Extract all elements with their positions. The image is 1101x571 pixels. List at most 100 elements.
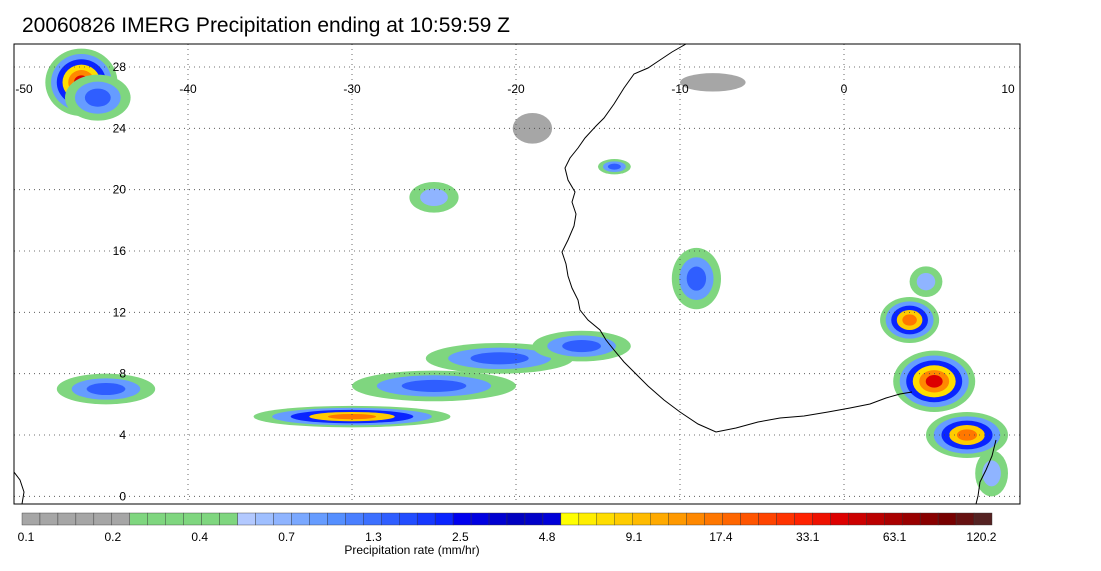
colorbar-swatch [524, 512, 544, 526]
lon-tick-label: -50 [15, 82, 33, 96]
colorbar-swatch [309, 512, 328, 526]
colorbar [21, 512, 993, 526]
colorbar-swatch [147, 512, 166, 526]
colorbar-swatch [21, 512, 41, 526]
precip-cell [607, 163, 621, 170]
colorbar-swatch [722, 512, 741, 526]
precip-cell [925, 375, 943, 388]
precip-cell [956, 429, 978, 441]
map-frame [13, 43, 1021, 505]
colorbar-swatch [955, 512, 975, 526]
colorbar-swatch [291, 512, 310, 526]
colorbar-swatch [93, 512, 113, 526]
lon-tick-labels: -50 -40 -30 -20 -10 0 10 [15, 82, 1015, 96]
grid-lines [14, 44, 1020, 504]
precip-cell [84, 88, 111, 107]
precip-cell [916, 273, 936, 291]
colorbar-tick-label: 0.2 [105, 530, 122, 544]
east-coast-segment [975, 439, 997, 504]
colorbar-swatch [758, 512, 777, 526]
colorbar-title: Precipitation rate (mm/hr) [344, 543, 479, 557]
precip-cell [512, 112, 553, 144]
colorbar-swatch [381, 512, 400, 526]
colorbar-swatch [129, 512, 148, 526]
colorbar-tick-label: 120.2 [966, 530, 996, 544]
lat-tick-label: 16 [113, 244, 127, 258]
colorbar-swatch [470, 512, 490, 526]
precip-cell [470, 352, 529, 365]
precip-cell [420, 188, 448, 206]
colorbar-tick-label: 17.4 [709, 530, 733, 544]
precip-cell [680, 73, 746, 92]
colorbar-swatch [111, 512, 130, 526]
colorbar-swatch [650, 512, 669, 526]
colorbar-swatch [416, 512, 436, 526]
colorbar-swatch [57, 512, 77, 526]
colorbar-swatch [399, 512, 418, 526]
colorbar-tick-label: 0.1 [18, 530, 35, 544]
colorbar-swatch [973, 512, 993, 526]
colorbar-swatch [794, 512, 813, 526]
lon-tick-label: -10 [671, 82, 689, 96]
lon-tick-label: 0 [841, 82, 848, 96]
colorbar-swatch [632, 512, 651, 526]
colorbar-swatch [219, 512, 238, 526]
colorbar-tick-label: 33.1 [796, 530, 820, 544]
colorbar-swatch [812, 512, 831, 526]
colorbar-swatch [866, 512, 885, 526]
precip-cell [902, 314, 917, 326]
colorbar-swatch [704, 512, 723, 526]
colorbar-swatch [506, 512, 526, 526]
colorbar-tick-label: 9.1 [626, 530, 643, 544]
colorbar-swatch [488, 512, 508, 526]
colorbar-swatch [39, 512, 59, 526]
precip-cell [982, 460, 1001, 487]
colorbar-tick-label: 63.1 [883, 530, 907, 544]
lat-tick-label: 0 [119, 489, 126, 503]
precip-cell [686, 266, 707, 291]
lon-tick-label: 10 [1001, 82, 1015, 96]
southwest-coast-segment [14, 471, 25, 504]
lat-tick-labels: 0 4 8 12 16 20 24 28 [113, 60, 127, 503]
map-title: 20060826 IMERG Precipitation ending at 1… [22, 14, 510, 37]
colorbar-swatch [237, 512, 256, 526]
colorbar-tick-label: 0.7 [278, 530, 295, 544]
lon-tick-label: -40 [179, 82, 197, 96]
colorbar-swatch [201, 512, 220, 526]
colorbar-tick-label: 2.5 [452, 530, 469, 544]
lon-tick-label: -20 [507, 82, 525, 96]
colorbar-swatch [560, 512, 580, 526]
colorbar-swatch [327, 512, 346, 526]
precip-layer [45, 48, 1008, 497]
lat-tick-label: 4 [119, 428, 126, 442]
colorbar-swatch [884, 512, 903, 526]
colorbar-swatch [937, 512, 957, 526]
colorbar-swatch [776, 512, 795, 526]
colorbar-swatch [578, 512, 598, 526]
colorbar-swatch [542, 512, 562, 526]
colorbar-swatch [75, 512, 95, 526]
precip-cell [562, 340, 601, 353]
colorbar-swatch [273, 512, 292, 526]
lon-tick-label: -30 [343, 82, 361, 96]
colorbar-swatch [165, 512, 184, 526]
colorbar-swatch [452, 512, 472, 526]
colorbar-swatch [434, 512, 454, 526]
colorbar-swatch [363, 512, 382, 526]
colorbar-swatch [919, 512, 939, 526]
lat-tick-label: 8 [119, 367, 126, 381]
colorbar-swatch [255, 512, 274, 526]
colorbar-swatch [668, 512, 687, 526]
precip-cell [327, 413, 377, 420]
colorbar-swatch [848, 512, 867, 526]
precip-cell [86, 382, 126, 396]
colorbar-swatch [183, 512, 202, 526]
coastline [14, 44, 997, 504]
lat-tick-label: 28 [113, 60, 127, 74]
colorbar-swatch [596, 512, 615, 526]
lat-tick-label: 12 [113, 305, 127, 319]
colorbar-swatch [740, 512, 759, 526]
colorbar-tick-labels: 0.1 0.2 0.4 0.7 1.3 2.5 4.8 9.1 17.4 33.1 63.1 120.… [18, 530, 997, 544]
precip-cell [401, 379, 467, 392]
